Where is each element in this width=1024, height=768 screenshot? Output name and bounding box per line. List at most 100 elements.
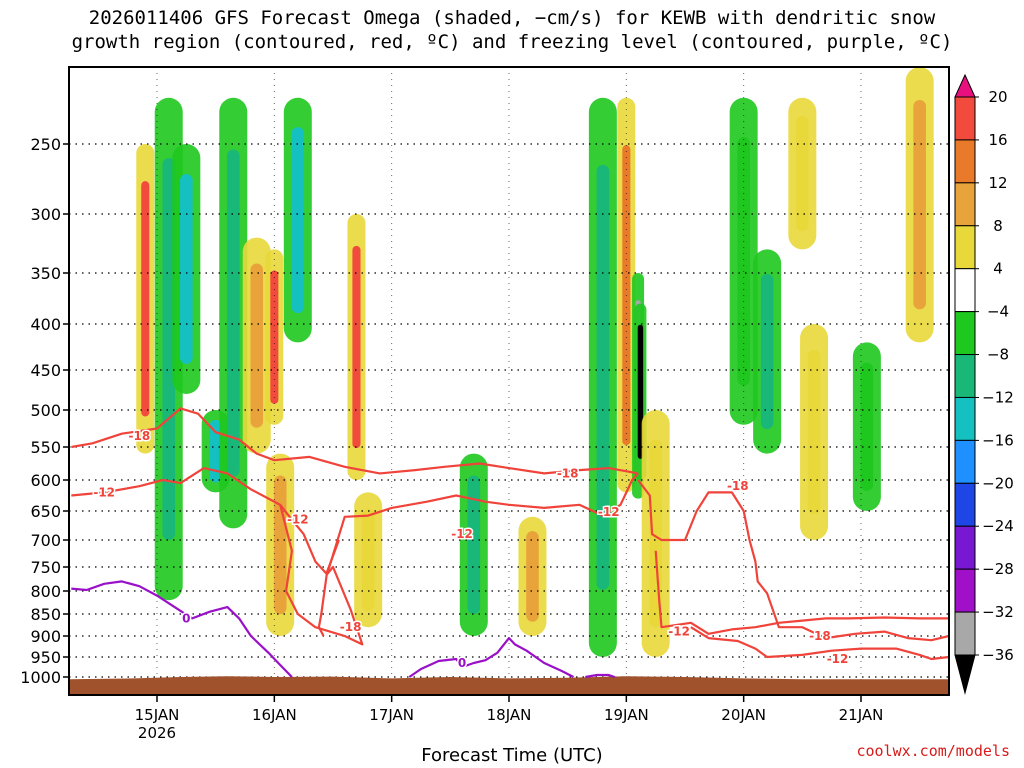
colorbar-label: −36 — [982, 646, 1014, 664]
omega-streak — [162, 158, 176, 540]
x-tick-label: 19JAN — [604, 706, 649, 724]
x-tick-label: 17JAN — [369, 706, 414, 724]
colorbar-box — [954, 182, 976, 227]
contour-layer — [71, 407, 949, 679]
colorbar-label: 4 — [993, 260, 1003, 278]
contour-label: -18 — [129, 429, 151, 443]
y-tick-label: 400 — [30, 315, 61, 334]
contour-label: -18 — [340, 620, 362, 634]
contour-label: -18 — [727, 479, 749, 493]
omega-streak — [141, 181, 150, 417]
colorbar-label: −24 — [982, 517, 1014, 535]
y-tick-label: 300 — [30, 205, 61, 224]
chart-title: 2026011406 GFS Forecast Omega (shaded, −… — [0, 6, 1024, 54]
x-tick-label: 18JAN — [487, 706, 532, 724]
x-axis-title: Forecast Time (UTC) — [421, 745, 603, 766]
y-tick-label: 1000 — [20, 668, 61, 687]
x-tick-label: 15JAN — [135, 706, 180, 724]
y-tick-label: 350 — [30, 264, 61, 283]
chart-title-line-1: 2026011406 GFS Forecast Omega (shaded, −… — [88, 7, 936, 29]
colorbar-label: −20 — [982, 474, 1014, 492]
contour-dgz_minus18_right — [654, 550, 949, 635]
omega-streak — [796, 115, 809, 232]
contour-dgz_minus12_bottom — [690, 626, 949, 661]
omega-streak — [180, 174, 193, 364]
y-axis: 250 300 350 400 450 500 550 600 650 700 750 800 850 9… — [20, 135, 69, 687]
omega-streak — [913, 100, 926, 310]
colorbar-label: 8 — [993, 217, 1003, 235]
omega-streak — [209, 419, 222, 483]
colorbar-box — [954, 396, 976, 441]
terrain-surface — [69, 676, 949, 695]
y-tick-label: 450 — [30, 361, 61, 380]
omega-streak — [352, 245, 361, 449]
contour-label: -12 — [93, 485, 115, 499]
omega-streak — [596, 164, 610, 590]
colorbar-box — [954, 139, 976, 184]
omega-streak — [226, 149, 240, 477]
omega-streak — [860, 362, 874, 491]
omega-streak — [737, 137, 750, 386]
y-tick-label: 600 — [30, 471, 61, 490]
colorbar-box — [954, 268, 976, 313]
contour-label: -18 — [557, 466, 579, 480]
y-tick-label: 700 — [30, 531, 61, 550]
contour-label: -12 — [668, 625, 690, 639]
omega-streak — [250, 263, 264, 428]
colorbar-label: −28 — [982, 560, 1014, 578]
contour-freezing_level_right — [585, 673, 615, 679]
colorbar-box — [954, 225, 976, 270]
terrain-layer — [69, 676, 949, 695]
colorbar-box — [954, 525, 976, 570]
contour-freezing_level_left — [71, 580, 293, 678]
y-tick-label: 850 — [30, 605, 61, 624]
contour-freezing_level_mid — [408, 636, 575, 678]
colorbar-box — [954, 611, 976, 656]
x-tick-label: 20JAN — [721, 706, 766, 724]
colorbar-label: −32 — [982, 603, 1014, 621]
y-tick-label: 800 — [30, 582, 61, 601]
contour-label: -12 — [451, 527, 473, 541]
credit-text[interactable]: coolwx.com/models — [856, 742, 1010, 760]
contour-dgz_minus12_right — [637, 479, 949, 642]
y-tick-label: 500 — [30, 401, 61, 420]
colorbar-label: −4 — [987, 303, 1009, 321]
omega-streak — [526, 531, 539, 622]
colorbar-label: −16 — [982, 431, 1014, 449]
y-tick-label: 900 — [30, 627, 61, 646]
y-tick-label: 250 — [30, 135, 61, 154]
colorbar-label: −8 — [987, 346, 1009, 364]
colorbar-label: −12 — [982, 388, 1014, 406]
x-tick-year: 2026 — [138, 724, 176, 742]
y-tick-label: 650 — [30, 502, 61, 521]
omega-streak — [467, 475, 481, 615]
omega-streak — [807, 349, 821, 515]
colorbar-bottom-triangle — [954, 654, 976, 695]
contour-label: -12 — [598, 505, 620, 519]
colorbar-label: 16 — [988, 131, 1007, 149]
y-tick-label: 950 — [30, 648, 61, 667]
chart-title-line-2: growth region (contoured, red, ºC) and f… — [71, 31, 953, 53]
y-tick-label: 750 — [30, 558, 61, 577]
omega-shading-layer — [136, 67, 934, 658]
contour-label-layer: -18 -12 -12 -18 -12 -18 -12 -18 -12 -18 -12 0 0 — [92, 427, 850, 671]
contour-dgz_minus18_upper — [71, 407, 639, 475]
colorbar-box — [954, 354, 976, 398]
omega-streak — [361, 508, 375, 612]
x-tick-label: 16JAN — [252, 706, 297, 724]
omega-streak — [291, 127, 305, 314]
colorbar-label: 12 — [988, 174, 1007, 192]
x-tick-label: 21JAN — [839, 706, 884, 724]
colorbar-box — [954, 439, 976, 484]
colorbar: 20 16 12 8 4 −4 −8 −12 −16 −20 −24 −28 −32 −36 — [954, 73, 1014, 695]
colorbar-box — [954, 568, 976, 613]
omega-streak — [273, 475, 287, 615]
contour-label: 0 — [458, 656, 466, 670]
contour-label: -18 — [809, 629, 831, 643]
colorbar-box — [954, 96, 976, 141]
colorbar-top-triangle — [954, 73, 976, 98]
contour-label: 0 — [182, 611, 190, 625]
colorbar-box — [954, 482, 976, 527]
